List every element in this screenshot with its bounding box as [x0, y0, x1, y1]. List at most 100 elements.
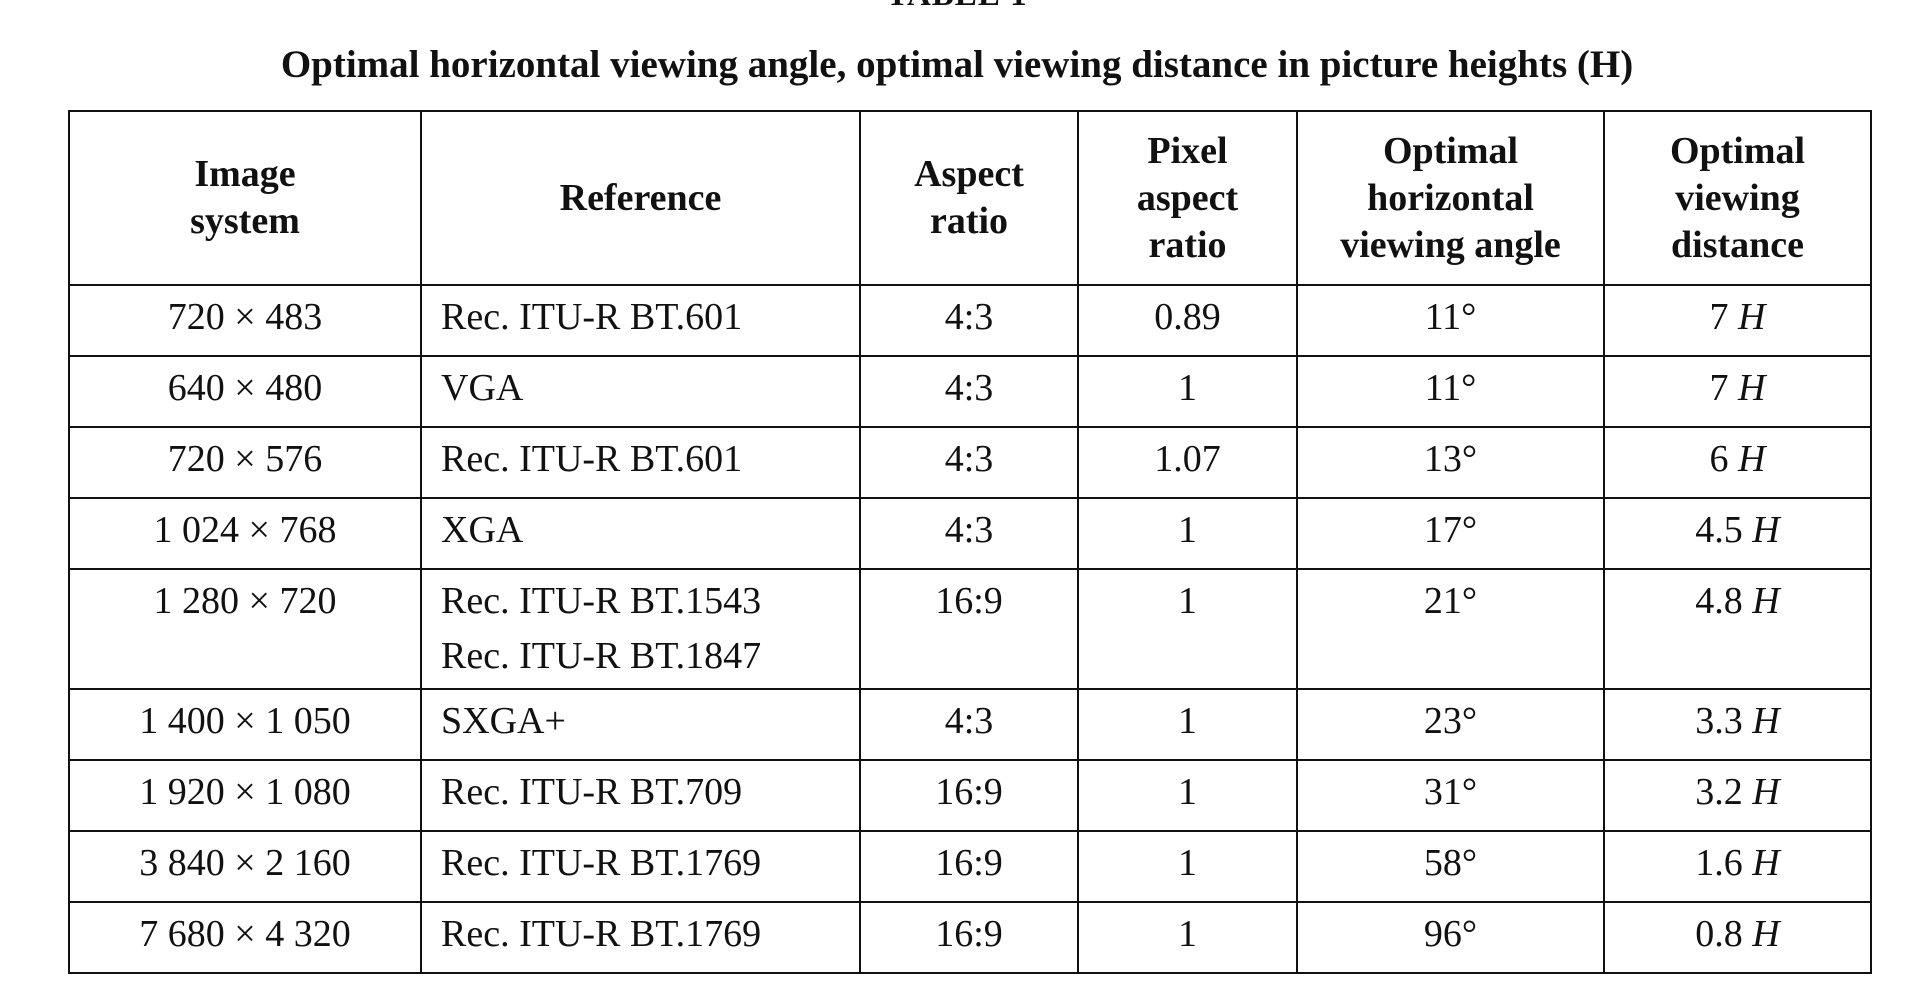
cell-aspect-ratio: 4:3 [859, 426, 1079, 499]
cell-viewing-distance: 4.5 H [1603, 497, 1872, 570]
distance-unit: H [1738, 438, 1766, 480]
cell-viewing-angle: 96° [1296, 901, 1605, 974]
cell-aspect-ratio: 4:3 [859, 497, 1079, 570]
header-viewing-distance: Optimal viewing distance [1603, 110, 1872, 286]
header-line: Optimal [1669, 129, 1806, 172]
header-line: Pixel [1147, 129, 1228, 172]
cell-image-system: 7 680 × 4 320 [68, 901, 422, 974]
cell-viewing-angle: 58° [1296, 830, 1605, 903]
table-row: 720 × 483 Rec. ITU-R BT.601 4:3 0.89 11° 7 H [68, 284, 1872, 357]
distance-unit: H [1752, 913, 1780, 955]
cell-viewing-angle: 21° [1296, 568, 1605, 690]
cell-aspect-ratio: 16:9 [859, 759, 1079, 832]
distance-unit: H [1752, 509, 1780, 551]
cell-image-system: 3 840 × 2 160 [68, 830, 422, 903]
cell-reference: Rec. ITU-R BT.601 [420, 426, 861, 499]
distance-unit: H [1752, 580, 1780, 622]
table-row: 1 280 × 720 Rec. ITU-R BT.1543 Rec. ITU-R … [68, 568, 1872, 690]
cell-reference: Rec. ITU-R BT.1769 [420, 901, 861, 974]
cell-viewing-distance: 7 H [1603, 355, 1872, 428]
cell-pixel-aspect-ratio: 1.07 [1077, 426, 1298, 499]
table-row: 1 920 × 1 080 Rec. ITU-R BT.709 16:9 1 31° 3.… [68, 759, 1872, 832]
cell-aspect-ratio: 16:9 [859, 830, 1079, 903]
cell-viewing-distance: 1.6 H [1603, 830, 1872, 903]
distance-unit: H [1738, 296, 1766, 338]
table-row: 640 × 480 VGA 4:3 1 11° 7 H [68, 355, 1872, 428]
reference-line: XGA [441, 509, 524, 551]
cell-reference: VGA [420, 355, 861, 428]
cell-viewing-angle: 17° [1296, 497, 1605, 570]
reference-line: Rec. ITU-R BT.709 [441, 771, 743, 813]
reference-line: Rec. ITU-R BT.1769 [441, 842, 762, 884]
reference-line: SXGA+ [441, 700, 566, 742]
cell-image-system: 720 × 483 [68, 284, 422, 357]
header-line: ratio [929, 200, 1009, 242]
cell-image-system: 1 400 × 1 050 [68, 688, 422, 761]
cell-image-system: 1 920 × 1 080 [68, 759, 422, 832]
table-row: 720 × 576 Rec. ITU-R BT.601 4:3 1.07 13° 6 H [68, 426, 1872, 499]
cell-pixel-aspect-ratio: 1 [1077, 355, 1298, 428]
cell-aspect-ratio: 4:3 [859, 355, 1079, 428]
header-line: Aspect [914, 153, 1024, 195]
distance-value: 0.8 [1695, 913, 1743, 955]
cell-aspect-ratio: 16:9 [859, 568, 1079, 690]
reference-line: Rec. ITU-R BT.1543 [441, 580, 762, 622]
header-line: ratio [1148, 223, 1227, 266]
cell-pixel-aspect-ratio: 1 [1077, 497, 1298, 570]
header-line: Optimal [1382, 129, 1519, 172]
cell-aspect-ratio: 16:9 [859, 901, 1079, 974]
distance-value: 1.6 [1695, 842, 1743, 884]
cell-image-system: 720 × 576 [68, 426, 422, 499]
distance-value: 3.2 [1695, 771, 1743, 813]
cell-reference: Rec. ITU-R BT.601 [420, 284, 861, 357]
cell-viewing-distance: 6 H [1603, 426, 1872, 499]
reference-line: Rec. ITU-R BT.1769 [441, 913, 762, 955]
cell-pixel-aspect-ratio: 1 [1077, 568, 1298, 690]
reference-line: Rec. ITU-R BT.1847 [441, 635, 762, 677]
header-aspect-ratio: Aspect ratio [859, 110, 1079, 286]
distance-unit: H [1752, 771, 1780, 813]
table-row: 3 840 × 2 160 Rec. ITU-R BT.1769 16:9 1 58° 1… [68, 830, 1872, 903]
header-line: distance [1671, 223, 1804, 266]
distance-unit: H [1738, 367, 1766, 409]
distance-value: 4.8 [1695, 580, 1743, 622]
cell-pixel-aspect-ratio: 1 [1077, 688, 1298, 761]
distance-value: 6 [1709, 438, 1729, 480]
table-row: 1 400 × 1 050 SXGA+ 4:3 1 23° 3.3 H [68, 688, 1872, 761]
cell-image-system: 640 × 480 [68, 355, 422, 428]
cell-reference: Rec. ITU-R BT.1769 [420, 830, 861, 903]
distance-unit: H [1752, 842, 1780, 884]
cell-image-system: 1 024 × 768 [68, 497, 422, 570]
header-line: aspect [1136, 176, 1239, 219]
header-line: Reference [559, 176, 722, 219]
cell-viewing-distance: 3.3 H [1603, 688, 1872, 761]
header-reference: Reference [420, 110, 861, 286]
cell-viewing-distance: 3.2 H [1603, 759, 1872, 832]
table-number: TABLE 1 [0, 0, 1914, 12]
header-viewing-angle: Optimal horizontal viewing angle [1296, 110, 1605, 286]
cell-viewing-angle: 11° [1296, 284, 1605, 357]
cell-viewing-distance: 4.8 H [1603, 568, 1872, 690]
header-line: viewing [1675, 176, 1800, 219]
cell-pixel-aspect-ratio: 0.89 [1077, 284, 1298, 357]
cell-aspect-ratio: 4:3 [859, 284, 1079, 357]
distance-value: 7 [1709, 296, 1729, 338]
cell-reference: Rec. ITU-R BT.1543 Rec. ITU-R BT.1847 [420, 568, 861, 690]
header-line: system [190, 200, 300, 242]
table-title: Optimal horizontal viewing angle, optima… [280, 43, 1634, 86]
cell-viewing-angle: 13° [1296, 426, 1605, 499]
cell-viewing-distance: 7 H [1603, 284, 1872, 357]
cell-pixel-aspect-ratio: 1 [1077, 759, 1298, 832]
reference-line: Rec. ITU-R BT.601 [441, 438, 743, 480]
distance-unit: H [1752, 700, 1780, 742]
header-line: Image [194, 153, 296, 195]
reference-line: Rec. ITU-R BT.601 [441, 296, 743, 338]
reference-line: VGA [441, 367, 524, 409]
cell-viewing-angle: 23° [1296, 688, 1605, 761]
header-pixel-aspect-ratio: Pixel aspect ratio [1077, 110, 1298, 286]
cell-viewing-distance: 0.8 H [1603, 901, 1872, 974]
table-row: 1 024 × 768 XGA 4:3 1 17° 4.5 H [68, 497, 1872, 570]
table-header: Image system Reference Aspect ratio Pixel aspe… [68, 110, 1872, 286]
header-line: viewing angle [1340, 223, 1561, 266]
cell-pixel-aspect-ratio: 1 [1077, 901, 1298, 974]
